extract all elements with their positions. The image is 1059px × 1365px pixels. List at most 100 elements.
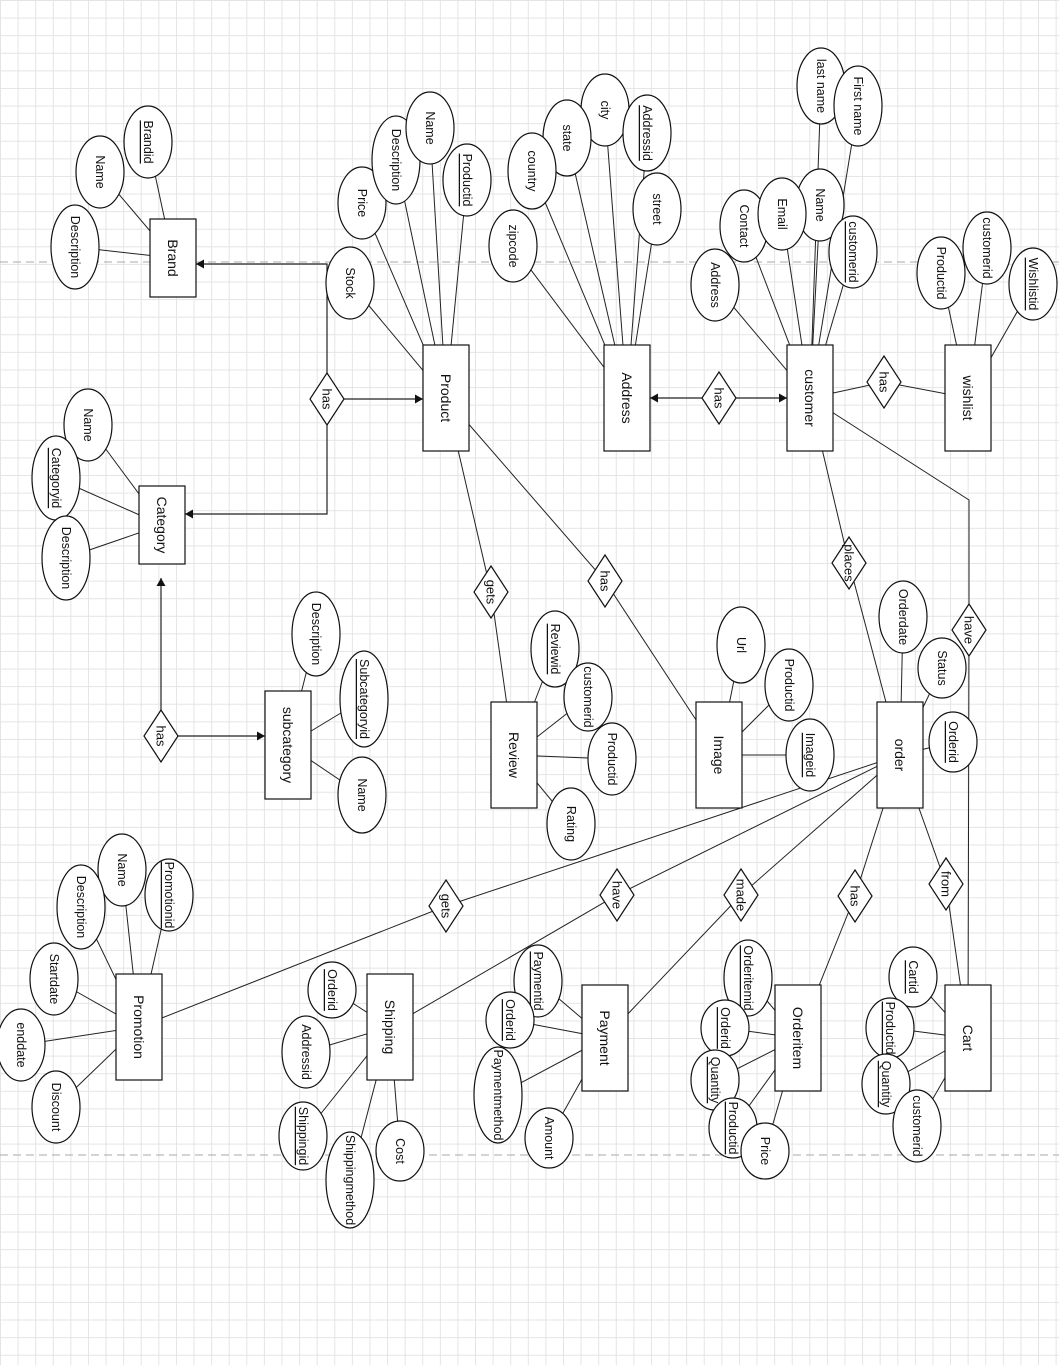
attribute-promotion-name[interactable] — [97, 833, 147, 907]
attribute-address-country[interactable] — [507, 132, 557, 210]
arrow-connectors — [156, 259, 787, 741]
attribute-wishlist-productid[interactable] — [916, 236, 966, 310]
relationship-order-from[interactable] — [928, 856, 964, 912]
relationship-address-has[interactable] — [701, 370, 737, 426]
attribute-orderitem-price[interactable] — [740, 1122, 790, 1180]
attribute-review-reviewid[interactable] — [530, 610, 580, 688]
attribute-address-zipcode[interactable] — [488, 209, 538, 283]
attribute-image-productid[interactable] — [764, 648, 814, 722]
relationship-subcategory-has[interactable] — [143, 708, 179, 764]
entity-order[interactable] — [876, 701, 924, 809]
entity-category[interactable] — [138, 485, 186, 565]
entity-label-review: Review — [506, 732, 522, 779]
relationship-customer-have[interactable] — [951, 602, 987, 658]
attribute-image-imageid[interactable] — [785, 718, 835, 792]
attribute-product-stock[interactable] — [325, 246, 375, 320]
attribute-shipping-orderid[interactable] — [307, 961, 357, 1019]
attribute-address-street[interactable] — [632, 172, 682, 246]
entity-cart[interactable] — [944, 984, 992, 1092]
attribute-address-addressid[interactable] — [622, 94, 672, 172]
attribute-brand-brandid[interactable] — [123, 105, 173, 179]
relationship-order-made[interactable] — [723, 867, 759, 923]
attribute-label-customer-last-name: last name — [814, 59, 828, 113]
attribute-promotion-enddate[interactable] — [0, 1008, 46, 1082]
relationship-label-address-has: has — [712, 388, 727, 409]
entity-label-order: order — [892, 739, 908, 772]
attribute-category-description[interactable] — [41, 515, 91, 601]
relationship-brand-has[interactable] — [309, 371, 345, 427]
entity-image[interactable] — [695, 701, 743, 809]
attribute-shipping-cost[interactable] — [375, 1120, 425, 1182]
attribute-subcategory-name[interactable] — [337, 756, 387, 834]
attribute-promotion-discount[interactable] — [31, 1070, 81, 1144]
attribute-label-product-productid: Productid — [460, 154, 474, 207]
attribute-payment-orderid[interactable] — [485, 991, 535, 1049]
attribute-subcategory-subcategoryid[interactable] — [339, 650, 389, 748]
relationship-wishlist-has[interactable] — [866, 354, 902, 410]
attribute-shipping-shippingmethod[interactable] — [325, 1131, 375, 1229]
attribute-order-orderid[interactable] — [928, 711, 978, 773]
attribute-order-orderdate[interactable] — [878, 580, 928, 654]
attribute-wishlist-customerid[interactable] — [962, 211, 1012, 285]
attribute-label-payment-amount: Amount — [542, 1116, 556, 1160]
entity-wishlist[interactable] — [944, 344, 992, 452]
attribute-shipping-addressid[interactable] — [281, 1015, 331, 1089]
relationship-product-has-image[interactable] — [587, 553, 623, 609]
entity-payment[interactable] — [581, 984, 629, 1092]
relationship-label-customer-have: have — [962, 616, 977, 644]
attribute-review-rating[interactable] — [546, 787, 596, 861]
attribute-product-productid[interactable] — [442, 143, 492, 217]
entity-product[interactable] — [422, 344, 470, 452]
attribute-customer-first-name[interactable] — [833, 65, 883, 147]
attribute-brand-name[interactable] — [75, 135, 125, 209]
entity-address[interactable] — [603, 344, 651, 452]
relationship-product-gets[interactable] — [473, 564, 509, 620]
arrowhead — [156, 578, 166, 586]
relationship-order-have[interactable] — [599, 867, 635, 923]
attribute-label-address-addressid: Addressid — [640, 105, 654, 161]
attribute-label-wishlist-customerid: customerid — [980, 217, 994, 278]
attribute-orderitem-orderitemid[interactable] — [723, 939, 773, 1017]
attribute-product-price[interactable] — [337, 166, 387, 240]
entity-review[interactable] — [490, 701, 538, 809]
attribute-promotion-promotionid[interactable] — [144, 858, 194, 932]
attribute-customer-email[interactable] — [757, 177, 807, 251]
entity-subcategory[interactable] — [264, 690, 312, 800]
relationship-order-has[interactable] — [837, 868, 873, 924]
attribute-review-customerid[interactable] — [563, 662, 613, 732]
relationship-label-wishlist-has: has — [877, 372, 892, 393]
relationship-order-gets[interactable] — [428, 878, 464, 934]
attribute-wishlist-wishlistid[interactable] — [1008, 247, 1058, 321]
attribute-order-status[interactable] — [917, 637, 967, 699]
attribute-brand-description[interactable] — [50, 204, 100, 290]
attribute-cart-customerid[interactable] — [892, 1089, 942, 1163]
entity-orderitem[interactable] — [774, 984, 822, 1092]
attribute-label-image-imageid: Imageid — [803, 733, 817, 778]
attribute-review-productid[interactable] — [587, 722, 637, 796]
entity-brand[interactable] — [149, 218, 197, 298]
attribute-customer-address[interactable] — [690, 248, 740, 322]
arrowhead — [257, 731, 265, 741]
attribute-cart-cartid[interactable] — [888, 946, 938, 1008]
attribute-payment-amount[interactable] — [524, 1107, 574, 1169]
relationship-customer-places[interactable] — [831, 535, 867, 591]
attribute-label-shipping-shippingid: Shippingid — [296, 1107, 310, 1165]
attribute-image-url[interactable] — [716, 606, 766, 684]
arrowhead — [650, 393, 658, 403]
attribute-category-name[interactable] — [63, 388, 113, 462]
entity-shipping[interactable] — [366, 973, 414, 1081]
attribute-customer-customerid[interactable] — [828, 215, 878, 289]
attribute-label-customer-email: Email — [775, 198, 789, 229]
attribute-promotion-description[interactable] — [56, 864, 106, 950]
attribute-subcategory-description[interactable] — [291, 591, 341, 677]
attribute-promotion-startdate[interactable] — [29, 942, 79, 1016]
entity-promotion[interactable] — [115, 973, 163, 1081]
attribute-product-name[interactable] — [405, 91, 455, 165]
entity-customer[interactable] — [786, 344, 834, 452]
arrow-connector — [196, 263, 328, 380]
attribute-cart-quantity[interactable] — [861, 1053, 911, 1115]
attribute-payment-paymentmethod[interactable] — [473, 1046, 523, 1144]
attribute-shipping-shippingid[interactable] — [278, 1101, 328, 1171]
entity-label-category: Category — [154, 497, 170, 554]
attribute-label-customer-address: Address — [708, 262, 722, 308]
